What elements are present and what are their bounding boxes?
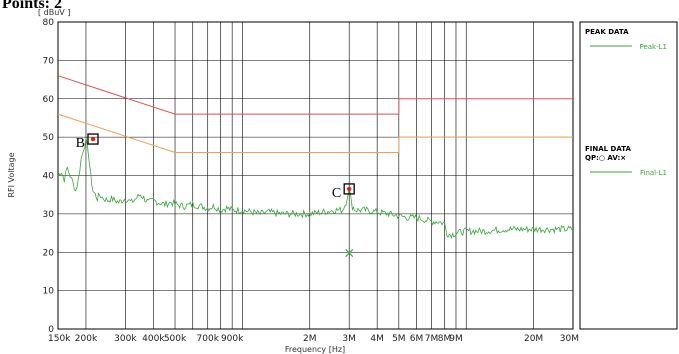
x-tick-label: 3M	[342, 334, 356, 344]
y-axis-title: RFI Voltage	[7, 152, 16, 197]
y-tick-label: 0	[48, 325, 54, 335]
y-tick-label: 10	[43, 287, 55, 297]
y-unit-label: [ dBuV ]	[38, 8, 70, 17]
grid	[58, 21, 574, 330]
x-tick-label: 2M	[303, 334, 317, 344]
final-point: ×	[343, 245, 355, 261]
y-tick-label: 30	[43, 210, 55, 220]
x-tick-label: 300k	[114, 334, 137, 344]
y-tick-label: 50	[43, 133, 55, 143]
x-tick-label: 30M	[560, 334, 579, 344]
x-tick-label: 8M	[438, 334, 452, 344]
header-text: Points: 2	[2, 0, 62, 12]
series-layer	[57, 137, 574, 240]
markers-layer: BC	[76, 133, 355, 201]
limit-line	[57, 75, 573, 115]
series-line-peak	[57, 137, 574, 240]
limit-line	[57, 113, 573, 153]
x-tick-label: 150k	[48, 334, 71, 344]
y-tick-label: 70	[43, 56, 55, 66]
legend-final-note: QP:○ AV:×	[585, 154, 626, 162]
y-tick-labels: 0 10 20 30 40 50 60 70 80	[43, 18, 55, 335]
y-tick-label: 20	[43, 248, 55, 258]
x-tick-label: 400k	[142, 334, 165, 344]
marker-dot	[346, 186, 352, 192]
x-tick-label: 6M	[410, 334, 424, 344]
final-data-layer: ×	[343, 245, 355, 261]
legend-frame	[579, 21, 678, 330]
x-tick-label: 9M	[449, 334, 463, 344]
x-tick-label: 5M	[392, 334, 406, 344]
marker-dot	[90, 136, 96, 142]
marker-box	[343, 183, 355, 195]
x-tick-label: 900k	[221, 334, 244, 344]
legend: PEAK DATA Peak-L1 FINAL DATA QP:○ AV:× F…	[579, 21, 678, 330]
legend-final-head: FINAL DATA	[585, 145, 631, 153]
legend-peak-entry: Peak-L1	[639, 43, 667, 51]
x-tick-label: 500k	[164, 334, 187, 344]
x-tick-labels: 150k 200k 300k 400k 500k 700k 900k 2M 3M 4M 5M 6M 7M…	[48, 334, 579, 344]
y-tick-label: 60	[43, 95, 55, 105]
y-tick-label: 40	[43, 172, 55, 182]
x-tick-label: 7M	[425, 334, 439, 344]
limit-lines	[57, 75, 573, 153]
x-axis-title: Frequency [Hz]	[285, 345, 345, 354]
marker-label: B	[76, 136, 85, 151]
legend-peak-head: PEAK DATA	[585, 28, 629, 36]
x-tick-label: 700k	[197, 334, 220, 344]
x-tick-label: 4M	[370, 334, 384, 344]
x-tick-label: 200k	[75, 334, 98, 344]
y-tick-label: 80	[43, 18, 55, 28]
marker-label: C	[332, 186, 341, 201]
x-tick-label: 20M	[524, 334, 543, 344]
legend-final-entry: Final-L1	[640, 169, 667, 177]
marker-box	[87, 133, 99, 145]
